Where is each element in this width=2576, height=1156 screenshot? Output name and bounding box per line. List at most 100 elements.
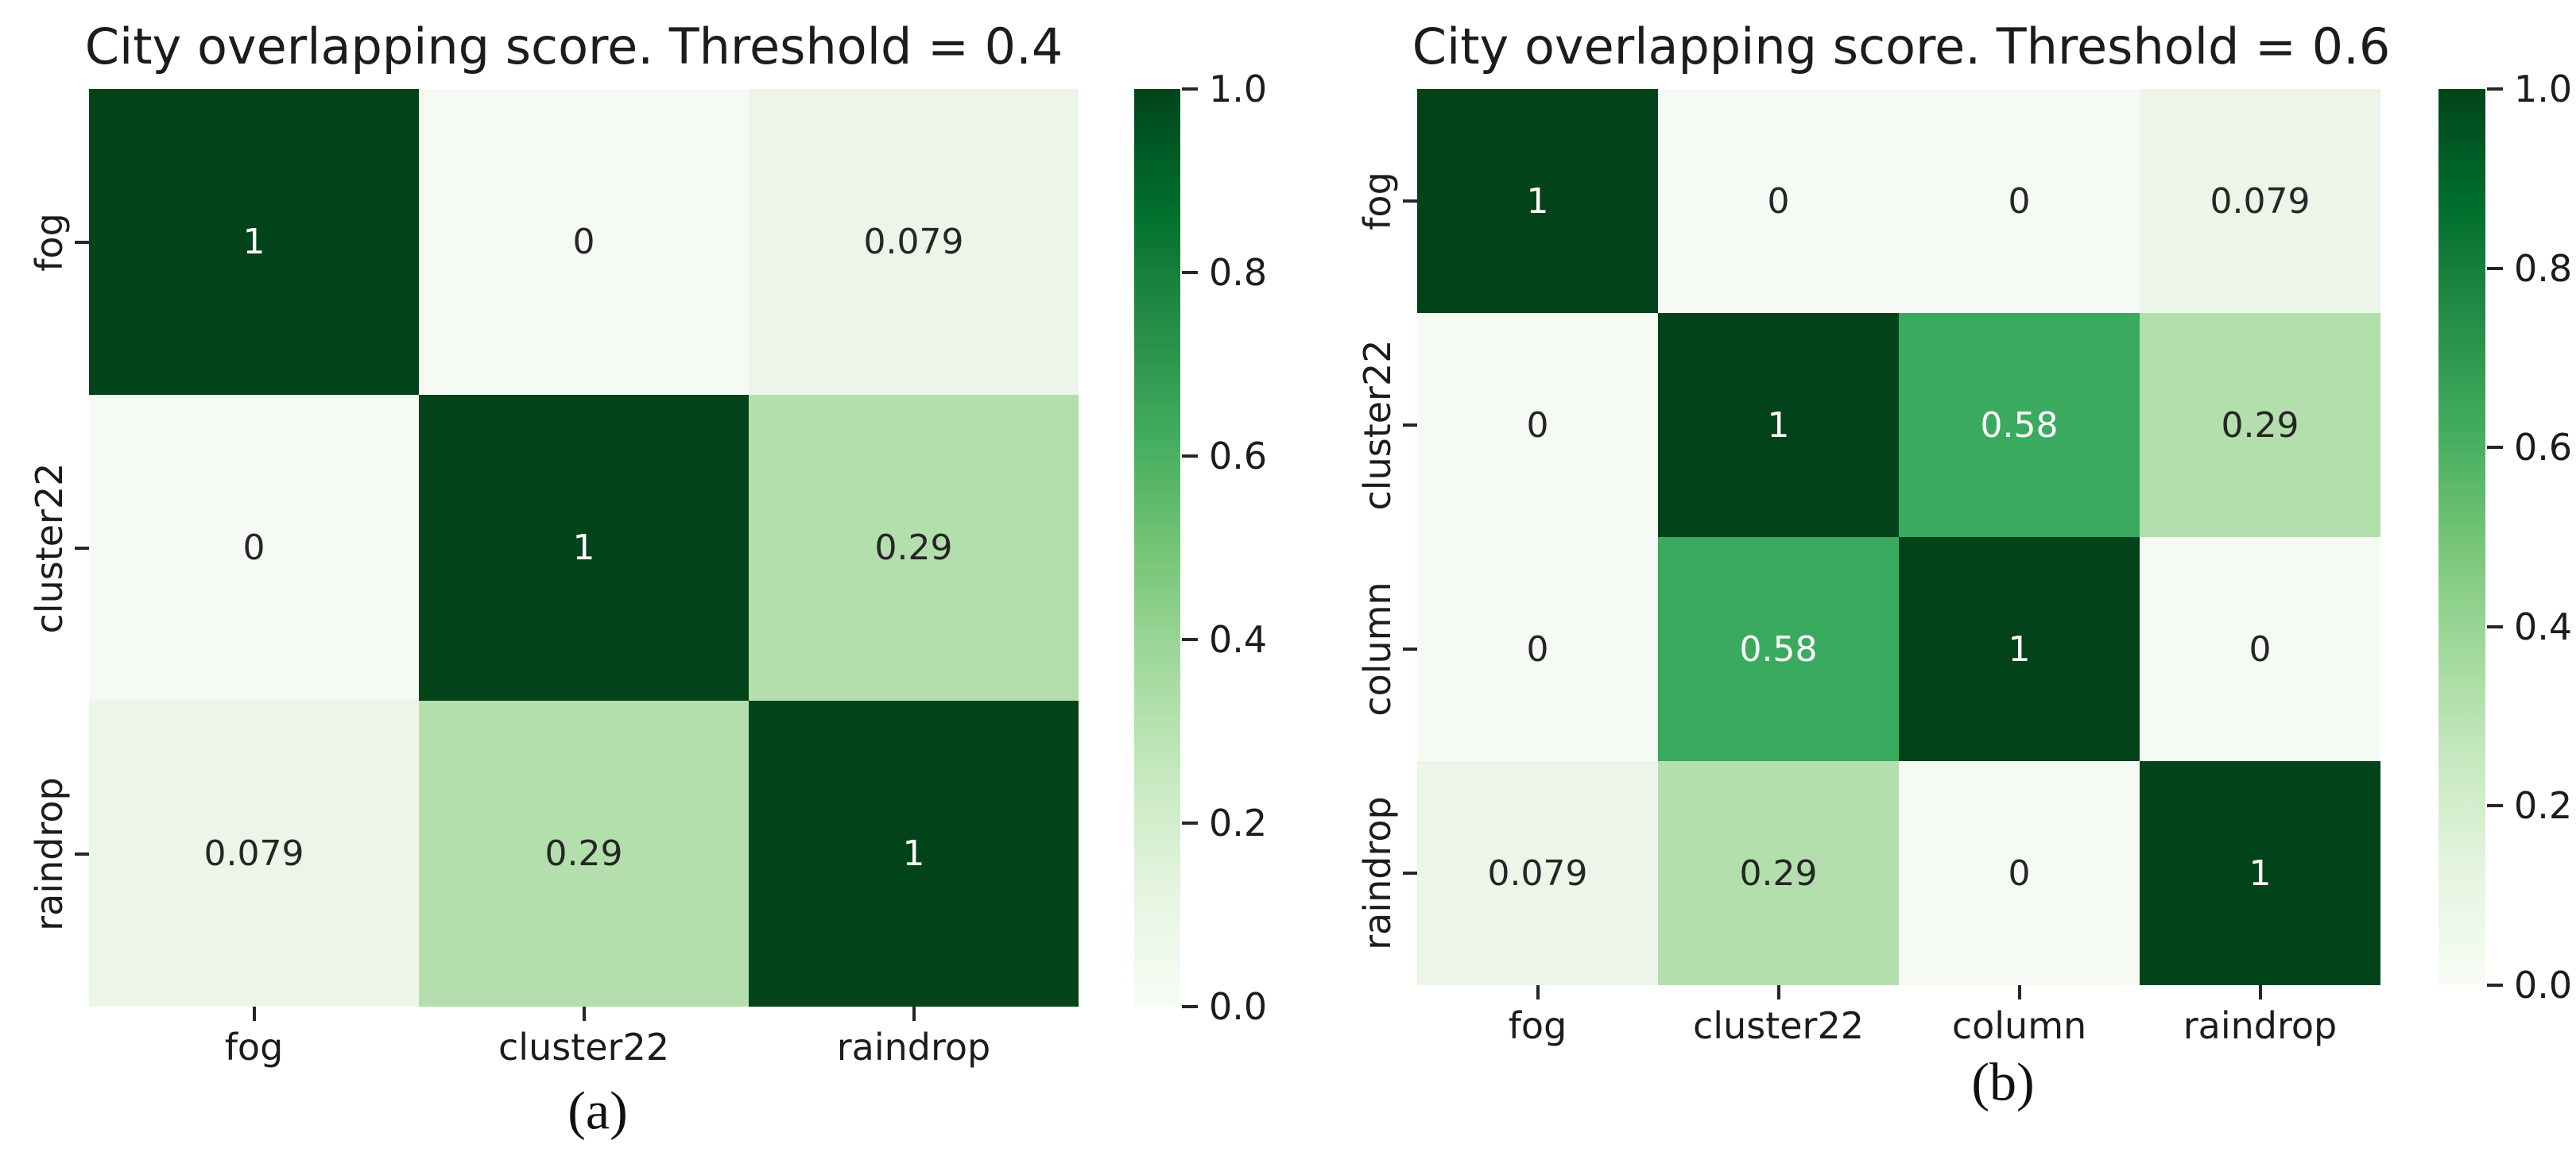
cell-value: 0	[242, 528, 265, 568]
y-tick	[75, 852, 89, 856]
heatmap-cell: 0.29	[2140, 313, 2380, 537]
heatmap-cell: 1	[2140, 761, 2380, 985]
cell-value: 0.079	[203, 833, 304, 874]
heatmap-cell: 0.079	[1417, 761, 1658, 985]
colorbar-tick	[1182, 822, 1198, 825]
heatmap-cell: 0.29	[419, 701, 749, 1007]
cell-value: 1	[902, 833, 925, 874]
cell-value: 0.079	[2210, 180, 2311, 222]
colorbar-tick-label: 0.8	[1209, 251, 1268, 294]
cell-value: 0.079	[863, 222, 964, 262]
cell-value: 0	[1767, 180, 1790, 222]
colorbar-tick	[1182, 638, 1198, 641]
colorbar-tick-label: 0.4	[1209, 618, 1268, 661]
cell-value: 0	[1526, 628, 1549, 670]
x-tick	[2258, 985, 2262, 999]
heatmap-cell: 0.58	[1658, 537, 1899, 761]
y-tick-label: cluster22	[1356, 339, 1399, 511]
cell-value: 1	[1526, 180, 1549, 222]
x-tick-label: raindrop	[2183, 1004, 2338, 1047]
y-tick-label: fog	[28, 212, 71, 272]
heatmap-cell: 0	[2140, 537, 2380, 761]
subfigure-caption-a: (a)	[567, 1080, 628, 1141]
y-tick	[75, 240, 89, 244]
heatmap-cell: 1	[1658, 313, 1899, 537]
y-tick-label: raindrop	[28, 776, 71, 931]
y-tick	[1403, 648, 1417, 651]
y-tick-label: fog	[1356, 172, 1399, 230]
y-tick-label: raindrop	[1356, 796, 1399, 950]
heatmap-cell: 0.079	[89, 701, 419, 1007]
colorbar-tick-label: 0.6	[1209, 435, 1268, 477]
heatmap-cell: 0.58	[1899, 313, 2140, 537]
x-tick-label: fog	[224, 1026, 284, 1069]
cell-value: 1	[2008, 628, 2031, 670]
y-tick-label: cluster22	[28, 462, 71, 633]
x-tick-label: cluster22	[1693, 1004, 1864, 1047]
colorbar	[1134, 89, 1180, 1007]
heatmap-cell: 0.29	[1658, 761, 1899, 985]
cell-value: 0.58	[1739, 628, 1818, 670]
colorbar-tick	[2487, 87, 2503, 91]
heatmap-cell: 1	[749, 701, 1079, 1007]
heatmap-cell: 0.29	[749, 395, 1079, 701]
chart-title-b: City overlapping score. Threshold = 0.6	[1412, 17, 2391, 75]
x-tick	[1776, 985, 1780, 999]
colorbar-tick-label: 1.0	[2514, 68, 2573, 110]
heatmap-cell: 0	[1417, 537, 1658, 761]
colorbar-tick	[2487, 624, 2503, 628]
x-tick	[2017, 985, 2021, 999]
cell-value: 0.079	[1487, 853, 1588, 894]
colorbar-tick-label: 0.6	[2514, 426, 2573, 470]
y-tick	[1403, 423, 1417, 427]
colorbar-tick	[2487, 804, 2503, 808]
colorbar-tick	[2487, 266, 2503, 270]
cell-value: 0.58	[1980, 404, 2059, 446]
colorbar-tick-label: 1.0	[1209, 68, 1268, 110]
colorbar-tick-label: 0.2	[2514, 784, 2573, 828]
x-tick	[912, 1007, 916, 1021]
heatmap-cell: 0	[89, 395, 419, 701]
colorbar-tick	[1182, 87, 1198, 91]
y-tick-label: column	[1356, 582, 1399, 717]
cell-value: 0	[2008, 180, 2031, 222]
colorbar-tick-label: 0.8	[2514, 246, 2573, 290]
x-tick	[252, 1007, 256, 1021]
x-tick	[1536, 985, 1540, 999]
cell-value: 1	[572, 528, 595, 568]
heatmap-cell: 1	[419, 395, 749, 701]
cell-value: 1	[242, 222, 265, 262]
cell-value: 0	[2249, 628, 2272, 670]
heatmap-cell: 0	[419, 89, 749, 395]
colorbar-tick	[2487, 446, 2503, 450]
cell-value: 0	[1526, 404, 1549, 446]
x-tick-label: cluster22	[498, 1026, 669, 1069]
x-tick-label: fog	[1508, 1004, 1567, 1047]
cell-value: 0	[572, 222, 595, 262]
cell-value: 0.29	[1739, 853, 1818, 894]
heatmap-cell: 1	[1899, 537, 2140, 761]
heatmap-cell: 0.079	[749, 89, 1079, 395]
y-tick	[1403, 199, 1417, 203]
x-tick-label: column	[1951, 1004, 2087, 1047]
chart-title-a: City overlapping score. Threshold = 0.4	[84, 17, 1063, 75]
cell-value: 1	[2249, 853, 2272, 894]
colorbar-tick	[1182, 454, 1198, 458]
colorbar-tick	[1182, 271, 1198, 274]
heatmap-cell: 0	[1658, 89, 1899, 313]
y-tick	[75, 546, 89, 550]
subfigure-caption-b: (b)	[1971, 1051, 2035, 1112]
colorbar	[2438, 89, 2485, 985]
heatmap-cell: 1	[1417, 89, 1658, 313]
colorbar-tick-label: 0.0	[1209, 985, 1268, 1028]
heatmap-cell: 0	[1899, 89, 2140, 313]
heatmap-cell: 0.079	[2140, 89, 2380, 313]
cell-value: 0.29	[874, 528, 953, 568]
cell-value: 1	[1767, 404, 1790, 446]
colorbar-tick-label: 0.2	[1209, 802, 1268, 845]
heatmap-cell: 1	[89, 89, 419, 395]
colorbar-tick-label: 0.0	[2514, 964, 2573, 1007]
cell-value: 0	[2008, 853, 2031, 894]
cell-value: 0.29	[2221, 404, 2299, 446]
